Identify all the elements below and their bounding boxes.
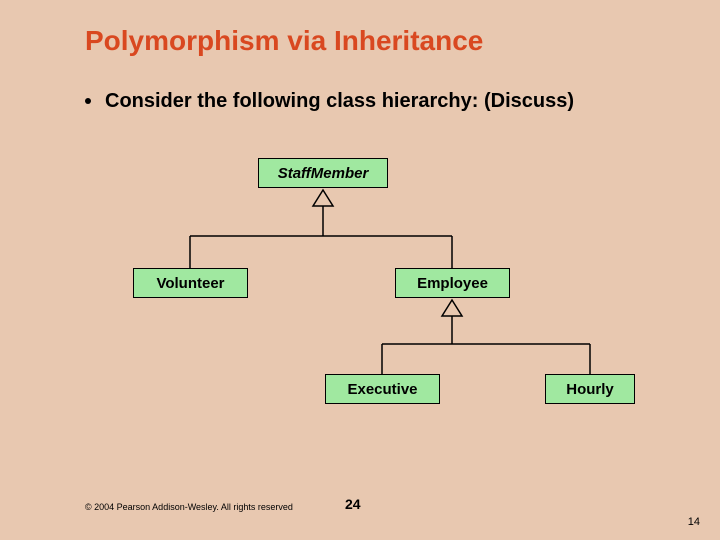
class-node-volunteer: Volunteer [133, 268, 248, 298]
class-node-executive: Executive [325, 374, 440, 404]
slide-title: Polymorphism via Inheritance [85, 25, 483, 57]
bullet-marker [85, 98, 91, 104]
class-node-staffmember: StaffMember [258, 158, 388, 188]
class-hierarchy-diagram: StaffMember Volunteer Employee Executive Hou… [0, 150, 720, 450]
class-node-hourly: Hourly [545, 374, 635, 404]
page-number: 24 [345, 496, 361, 512]
copyright-text: © 2004 Pearson Addison-Wesley. All right… [85, 502, 293, 512]
diagram-connectors [0, 150, 720, 450]
slide-number: 14 [688, 516, 700, 528]
bullet-text: Consider the following class hierarchy: … [105, 90, 574, 113]
bullet-item: Consider the following class hierarchy: … [85, 90, 574, 113]
class-node-employee: Employee [395, 268, 510, 298]
